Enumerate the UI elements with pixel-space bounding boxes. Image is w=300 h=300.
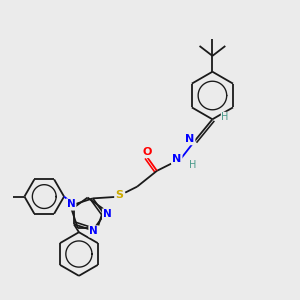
Text: H: H (189, 160, 196, 170)
Text: N: N (67, 200, 75, 209)
Text: N: N (89, 226, 98, 236)
Text: N: N (103, 209, 112, 219)
Text: H: H (221, 112, 229, 122)
Text: S: S (115, 190, 123, 200)
Text: N: N (172, 154, 182, 164)
Text: O: O (142, 147, 152, 157)
Text: N: N (185, 134, 194, 144)
